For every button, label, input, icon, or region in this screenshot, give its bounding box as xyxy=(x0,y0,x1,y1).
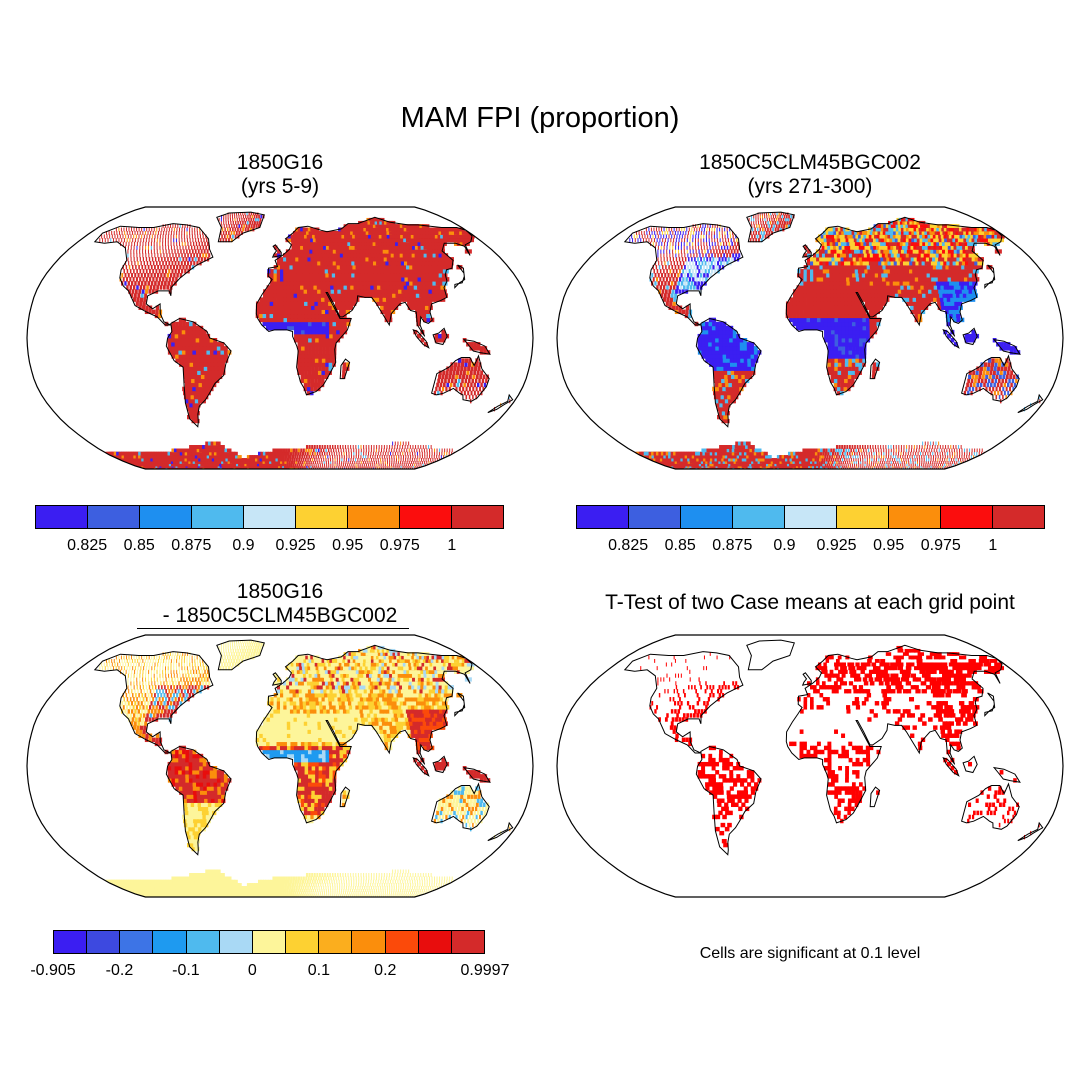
colorbar-box xyxy=(577,506,629,528)
colorbar-box xyxy=(418,931,452,953)
colorbar-box xyxy=(252,931,287,953)
panel2-title: 1850C5CLM45BGC002 xyxy=(699,151,921,174)
colorbar-tick-label: 0.2 xyxy=(374,962,397,979)
colorbar-box xyxy=(219,931,253,953)
colorbar-box xyxy=(733,506,785,528)
panel3-title-underline xyxy=(137,628,409,629)
colorbar-tick-label: 0.925 xyxy=(275,537,316,554)
colorbar-box xyxy=(400,506,452,528)
colorbar-tick-label: 0.9 xyxy=(232,537,255,554)
map-panel-1850G16 xyxy=(26,206,534,470)
colorbar-box xyxy=(54,931,88,953)
colorbar-tick-label: 0.85 xyxy=(123,537,155,554)
colorbar-tick-label: 0.95 xyxy=(873,537,905,554)
panel1-title: 1850G16 xyxy=(236,151,324,174)
figure-title: MAM FPI (proportion) xyxy=(400,102,680,134)
colorbar-tick-label: -0.2 xyxy=(105,962,134,979)
map-panel-1850C5CLM45BGC002 xyxy=(556,206,1064,470)
colorbar-tick-label: 0.85 xyxy=(664,537,696,554)
colorbar-box xyxy=(451,931,485,953)
panel4-title: T-Test of two Case means at each grid po… xyxy=(605,591,1015,614)
map-panel-difference xyxy=(26,634,534,898)
colorbar-box xyxy=(352,931,386,953)
colorbar-tick-label: 0.925 xyxy=(816,537,857,554)
colorbar-box xyxy=(192,506,244,528)
colorbar-box xyxy=(452,506,503,528)
colorbar-panel1 xyxy=(35,505,504,529)
colorbar-tick-label: 0.825 xyxy=(608,537,649,554)
panel3-title: 1850G16 xyxy=(236,580,324,603)
colorbar-tick-label: 0.875 xyxy=(171,537,212,554)
panel2-subtitle: (yrs 271-300) xyxy=(747,175,873,198)
colorbar-box xyxy=(889,506,941,528)
colorbar-box xyxy=(629,506,681,528)
panel1-subtitle: (yrs 5-9) xyxy=(240,175,320,198)
colorbar-box xyxy=(785,506,837,528)
colorbar-tick-label: 0.825 xyxy=(67,537,108,554)
colorbar-tick-label: 0.95 xyxy=(332,537,364,554)
colorbar-box xyxy=(319,931,353,953)
colorbar-tick-label: -0.905 xyxy=(30,962,76,979)
colorbar-box xyxy=(837,506,889,528)
colorbar-box xyxy=(244,506,296,528)
colorbar-box xyxy=(140,506,192,528)
colorbar-box xyxy=(120,931,154,953)
colorbar-box xyxy=(286,931,320,953)
colorbar-box xyxy=(385,931,419,953)
colorbar-box xyxy=(941,506,993,528)
colorbar-tick-label: 0.9997 xyxy=(460,962,510,979)
colorbar-box xyxy=(36,506,88,528)
colorbar-box xyxy=(296,506,348,528)
colorbar-box xyxy=(88,506,140,528)
colorbar-tick-label: 0.975 xyxy=(379,537,420,554)
colorbar-tick-label: 0 xyxy=(247,962,257,979)
colorbar-box xyxy=(993,506,1044,528)
panel3-subtitle: - 1850C5CLM45BGC002 xyxy=(162,604,398,627)
colorbar-box xyxy=(87,931,121,953)
colorbar-difference xyxy=(53,930,485,954)
colorbar-tick-label: 0.1 xyxy=(307,962,330,979)
colorbar-panel2 xyxy=(576,505,1045,529)
colorbar-box xyxy=(348,506,400,528)
colorbar-box xyxy=(186,931,220,953)
colorbar-box xyxy=(153,931,187,953)
colorbar-tick-label: 0.975 xyxy=(920,537,961,554)
colorbar-panel2-labels: 0.825 0.85 0.875 0.9 0.925 0.95 0.975 1 xyxy=(576,537,1045,557)
colorbar-tick-label: 1 xyxy=(988,537,998,554)
colorbar-difference-labels: -0.905 -0.2 -0.1 0 0.1 0.2 0.9997 xyxy=(30,962,509,982)
colorbar-tick-label: 0.9 xyxy=(773,537,796,554)
map-panel-ttest xyxy=(556,634,1064,898)
colorbar-panel1-labels: 0.825 0.85 0.875 0.9 0.925 0.95 0.975 1 xyxy=(35,537,504,557)
colorbar-box xyxy=(681,506,733,528)
colorbar-tick-label: 1 xyxy=(447,537,457,554)
significance-note: Cells are significant at 0.1 level xyxy=(699,945,921,962)
colorbar-tick-label: -0.1 xyxy=(172,962,200,979)
colorbar-tick-label: 0.875 xyxy=(712,537,753,554)
